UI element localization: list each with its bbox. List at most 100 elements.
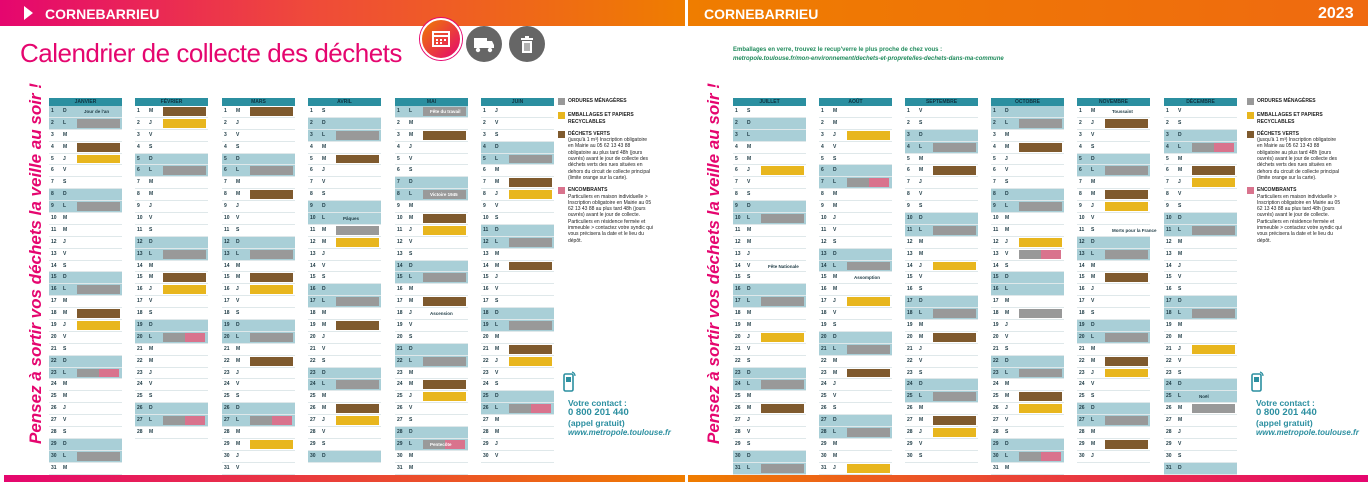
day-number: 23 — [821, 369, 827, 376]
day-row: 21 S — [991, 344, 1064, 356]
day-letter: V — [1091, 381, 1095, 388]
day-letter: V — [1178, 108, 1182, 114]
day-row: 26 D — [135, 403, 208, 416]
day-number: 9 — [397, 203, 400, 210]
day-letter: V — [63, 250, 67, 257]
contact-phone[interactable]: 0 800 201 440 — [1256, 407, 1317, 418]
day-number: 10 — [224, 215, 230, 222]
day-number: 8 — [310, 191, 313, 198]
day-row: 10 M — [395, 213, 468, 225]
day-letter: S — [1091, 226, 1095, 233]
day-row: 27 M — [905, 415, 978, 428]
trash-bin-icon — [509, 26, 545, 62]
collection-marker-om — [1019, 118, 1062, 128]
contact-url[interactable]: www.metropole.toulouse.fr — [1256, 428, 1359, 437]
day-number: 23 — [1166, 369, 1172, 376]
day-row: 17 M — [49, 296, 122, 309]
collection-marker-om — [1019, 249, 1041, 259]
day-row: 21 M — [222, 344, 295, 356]
collection-marker-om — [1019, 368, 1062, 378]
day-letter: J — [322, 250, 325, 257]
day-letter: S — [747, 191, 751, 198]
day-letter: M — [409, 203, 414, 210]
day-letter: S — [833, 405, 837, 412]
year-label: 2023 — [1318, 5, 1354, 22]
collection-marker-emb — [250, 285, 293, 295]
day-number: 25 — [1079, 393, 1085, 400]
day-number: 12 — [993, 238, 999, 245]
day-row: 12 M — [905, 237, 978, 249]
day-letter: D — [409, 345, 413, 352]
day-letter: D — [1178, 215, 1182, 222]
collection-marker-dv — [423, 130, 466, 140]
day-row: 24 J — [819, 379, 892, 392]
day-number: 22 — [137, 357, 143, 364]
day-letter: M — [322, 310, 327, 317]
month-header: AOÛT — [819, 98, 892, 106]
day-row: 29 V — [905, 439, 978, 451]
phone-icon — [1249, 370, 1265, 394]
day-row: 21 L — [819, 343, 892, 356]
collection-marker-dv — [1105, 190, 1148, 200]
day-number: 23 — [224, 369, 230, 376]
day-letter: L — [409, 274, 413, 281]
day-letter: M — [1178, 238, 1183, 245]
day-row: 30 J — [222, 451, 295, 463]
day-number: 17 — [1079, 298, 1085, 305]
day-row: 22 D — [49, 355, 122, 368]
day-number: 26 — [821, 405, 827, 412]
day-letter: M — [1178, 167, 1183, 174]
day-letter: L — [1091, 167, 1095, 174]
collection-marker-dv — [1019, 142, 1062, 152]
day-letter: D — [833, 250, 837, 257]
day-row: 27 L — [135, 415, 208, 428]
collection-marker-emb — [423, 225, 466, 235]
day-letter: D — [919, 381, 923, 388]
day-letter: M — [833, 203, 838, 210]
collection-marker-om — [847, 428, 890, 437]
day-number: 29 — [993, 440, 999, 447]
collection-marker-dv — [77, 142, 120, 152]
day-letter: J — [833, 298, 836, 305]
day-number: 24 — [483, 381, 489, 388]
day-letter: M — [1005, 381, 1010, 388]
day-letter: J — [919, 345, 922, 352]
contact-phone[interactable]: 0 800 201 440 — [568, 407, 629, 418]
day-number: 4 — [907, 143, 910, 150]
day-number: 26 — [483, 405, 489, 412]
day-letter: L — [747, 464, 751, 471]
day-letter: M — [63, 215, 68, 222]
day-letter: S — [919, 369, 923, 376]
day-row: 16 D — [733, 284, 806, 297]
holiday-label: Pâques — [343, 216, 360, 222]
day-number: 17 — [821, 298, 827, 305]
collection-marker-emb — [509, 190, 552, 200]
legend-dv-text: (jusqu'à 1 m³) Inscription obligatoire e… — [1257, 137, 1339, 181]
day-number: 12 — [907, 238, 913, 245]
day-row: 23 S — [905, 368, 978, 380]
collection-marker-om — [933, 142, 976, 152]
day-row: 1 L Fête du travail — [395, 106, 468, 118]
glass-info-url[interactable]: metropole.toulouse.fr/mon-environnement/… — [733, 56, 1004, 62]
legend-om: ORDURES MÉNAGÈRES — [558, 98, 653, 105]
collection-marker-dv — [1019, 392, 1062, 402]
day-number: 23 — [993, 369, 999, 376]
day-letter: L — [1178, 226, 1182, 233]
collection-marker-om — [163, 166, 206, 176]
day-number: 31 — [397, 464, 403, 471]
contact-url[interactable]: www.metropole.toulouse.fr — [568, 428, 671, 437]
day-number: 24 — [993, 381, 999, 388]
day-number: 9 — [1079, 203, 1082, 210]
day-number: 10 — [1079, 215, 1085, 222]
day-row: 21 M — [481, 344, 554, 356]
day-row: 20 V — [49, 332, 122, 344]
day-number: 25 — [735, 393, 741, 400]
